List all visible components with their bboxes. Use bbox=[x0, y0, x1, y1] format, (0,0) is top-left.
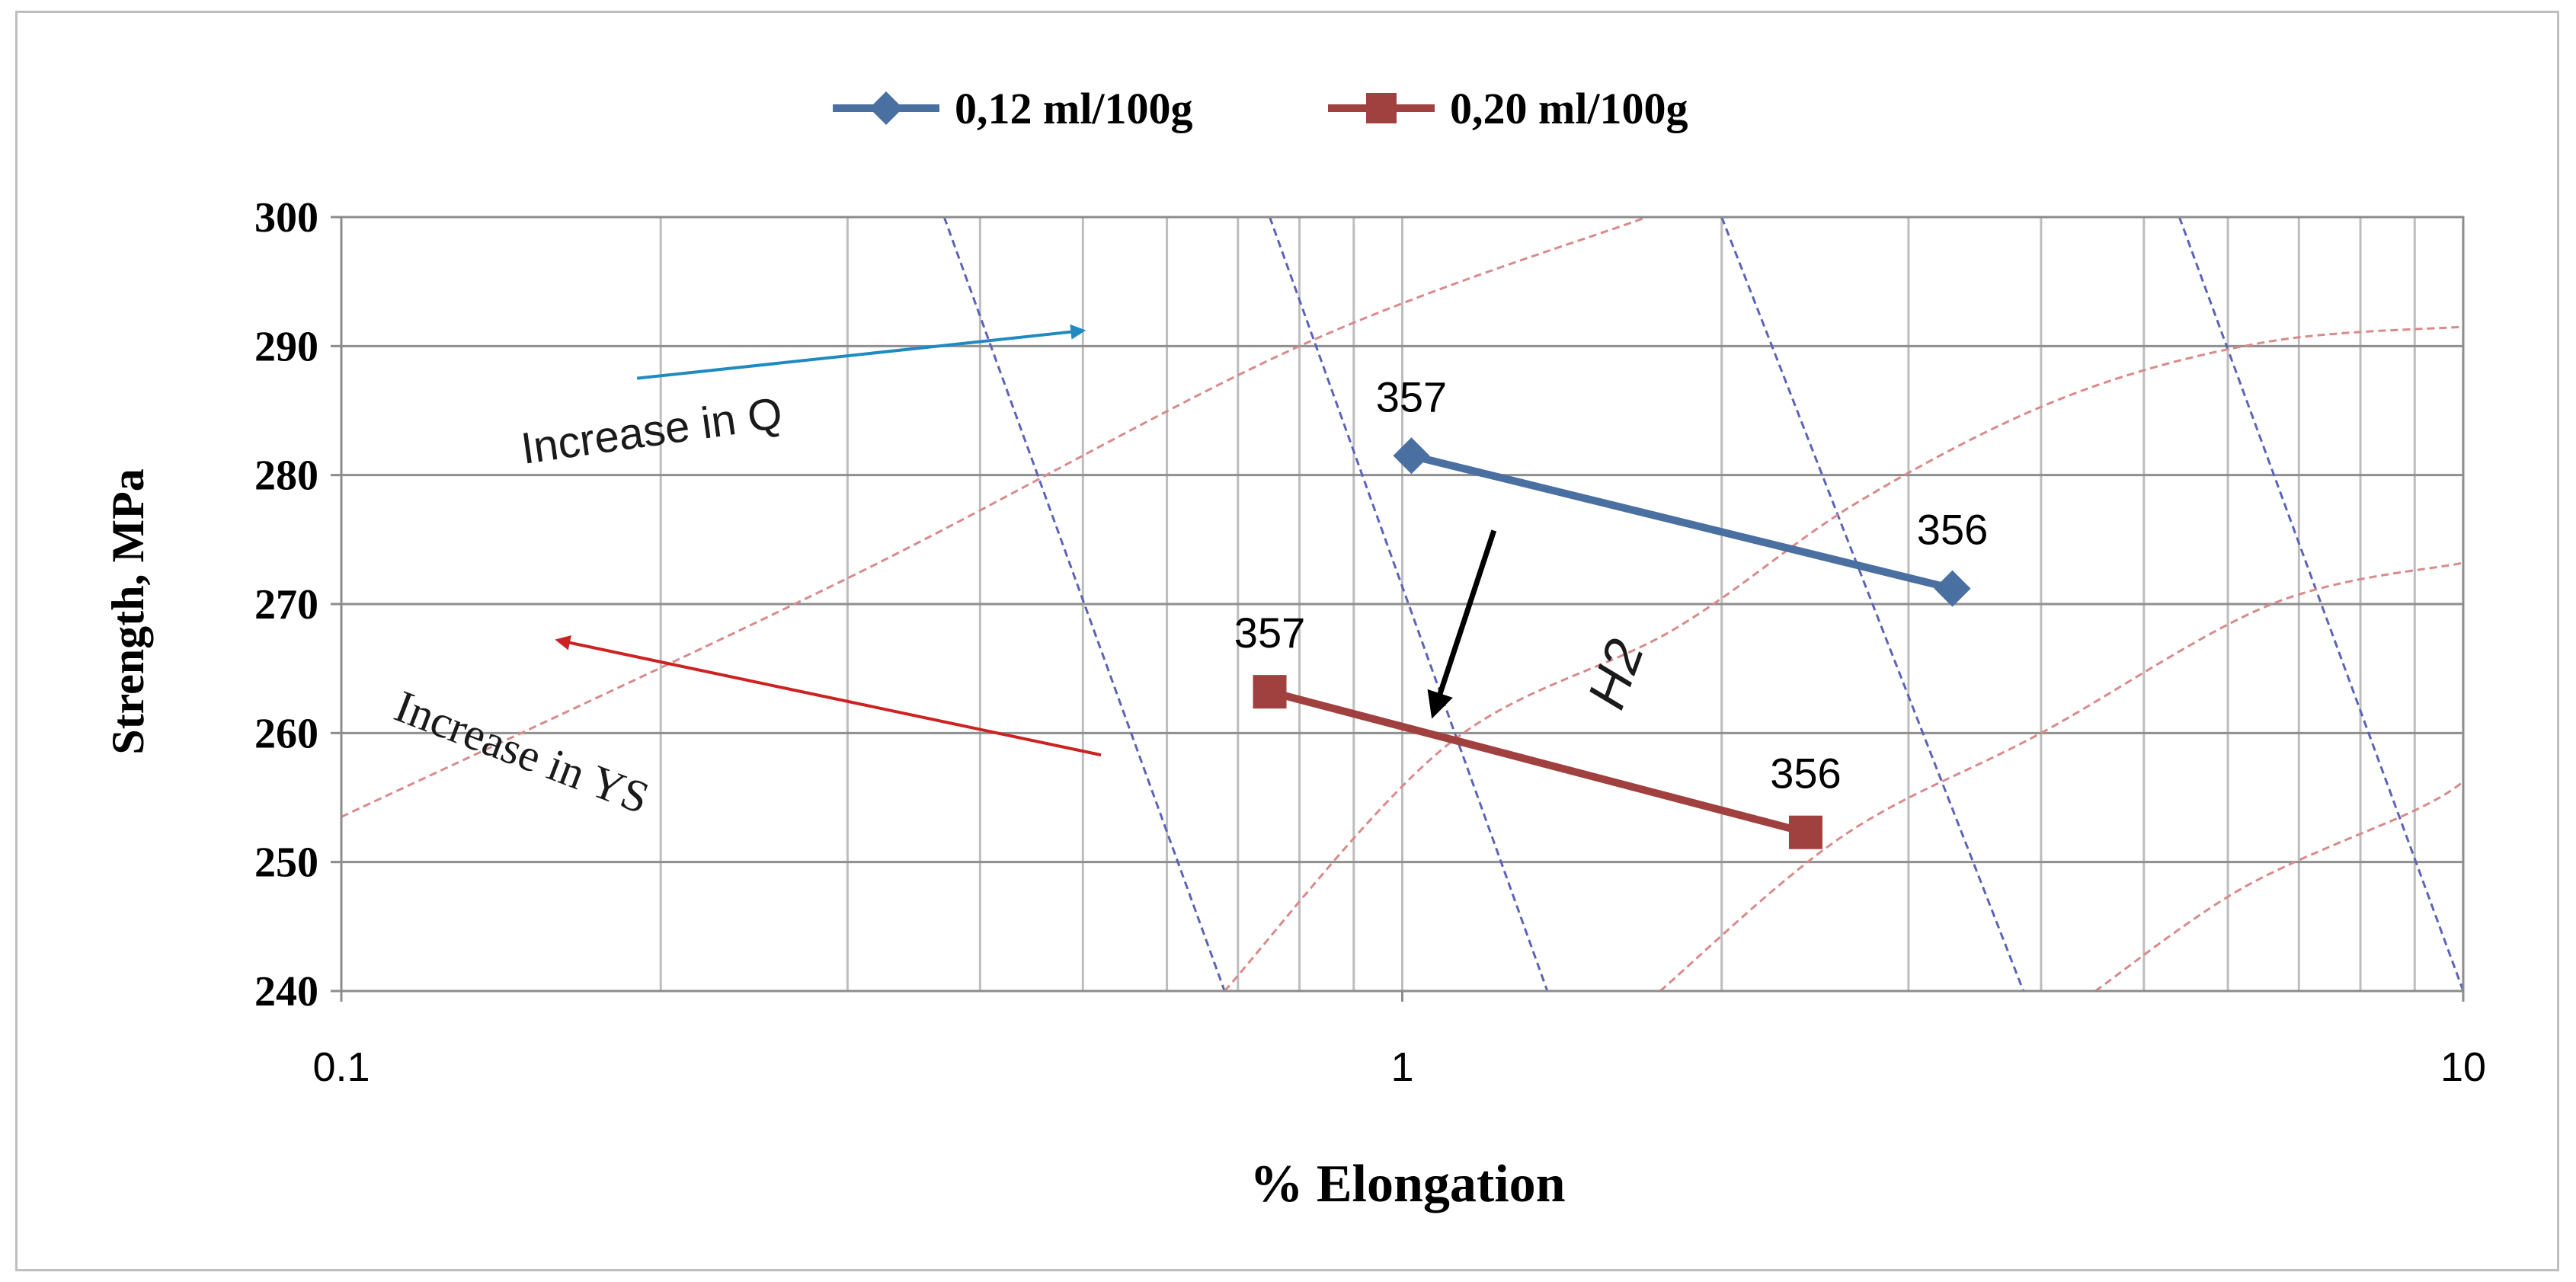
series-marker-square bbox=[1253, 675, 1287, 709]
legend-label: 0,20 ml/100g bbox=[1450, 84, 1688, 133]
series-line bbox=[1269, 688, 1807, 836]
series-marker-diamond bbox=[1934, 570, 1971, 607]
data-label: 357 bbox=[1234, 609, 1305, 657]
x-axis-title: % Elongation bbox=[1250, 1155, 1565, 1213]
series-line bbox=[1410, 452, 1954, 593]
data-label: 357 bbox=[1376, 372, 1447, 420]
legend-marker-diamond bbox=[869, 91, 903, 125]
iso-ys-curve bbox=[1224, 325, 2463, 991]
iso-q-line bbox=[942, 217, 1226, 991]
grid bbox=[341, 217, 2463, 991]
annotation-arrow bbox=[636, 324, 1086, 380]
iso-ys-curve bbox=[341, 217, 1647, 818]
y-tick-label: 280 bbox=[254, 452, 318, 500]
guide-clip-group bbox=[341, 217, 2463, 991]
annotation-arrow bbox=[555, 635, 1102, 757]
series-marker-diamond bbox=[1393, 437, 1430, 475]
y-axis-title: Strength, MPa bbox=[103, 468, 153, 755]
x-tick-label: 1 bbox=[1390, 1044, 1413, 1090]
y-tick-label: 300 bbox=[254, 194, 318, 241]
iso-ys-curve bbox=[2094, 781, 2463, 991]
data-label: 356 bbox=[1770, 750, 1841, 798]
iso-ys-curve bbox=[1659, 561, 2463, 991]
tick-labels: 240 250 260 270 280 290 300 0.1 1 10 bbox=[254, 194, 2486, 1090]
data-label: 356 bbox=[1917, 506, 1988, 554]
legend-label: 0,12 ml/100g bbox=[955, 84, 1193, 133]
guide-curves bbox=[341, 217, 2463, 991]
y-tick-label: 250 bbox=[254, 839, 318, 887]
y-tick-label: 290 bbox=[254, 323, 318, 370]
iso-q-line bbox=[1269, 217, 1549, 991]
series-marker-square bbox=[1788, 815, 1822, 849]
legend-marker-square bbox=[1366, 93, 1397, 123]
annotation-arrow bbox=[1427, 529, 1497, 719]
chart-frame: 240 250 260 270 280 290 300 0.1 1 10 Increase in … bbox=[15, 11, 2559, 1271]
y-tick-label: 270 bbox=[254, 581, 318, 628]
y-tick-label: 260 bbox=[254, 710, 318, 757]
series: 357 356 357 356 bbox=[1234, 372, 1988, 849]
iso-q-line bbox=[2178, 217, 2463, 991]
y-tick-label: 240 bbox=[254, 968, 318, 1015]
legend: 0,12 ml/100g 0,20 ml/100g bbox=[833, 84, 1688, 133]
x-tick-label: 10 bbox=[2440, 1044, 2486, 1090]
iso-q-line bbox=[1720, 217, 2025, 991]
x-tick-label: 0.1 bbox=[312, 1044, 370, 1090]
chart-svg: 240 250 260 270 280 290 300 0.1 1 10 Increase in … bbox=[103, 84, 2486, 1213]
